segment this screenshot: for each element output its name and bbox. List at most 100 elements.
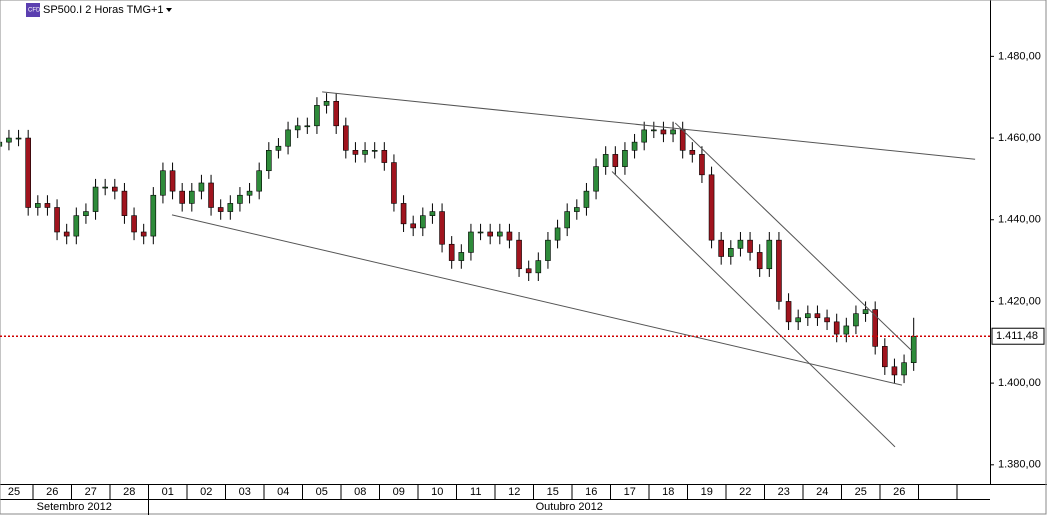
candle-body — [631, 141, 638, 151]
candle-body — [391, 162, 397, 204]
candle-body — [728, 248, 734, 257]
candle-body — [477, 231, 484, 234]
x-tick-label: 28 — [123, 486, 135, 498]
candle-body — [670, 129, 676, 135]
candle-body — [574, 207, 580, 212]
candle-body — [593, 166, 599, 192]
candle-body — [497, 231, 503, 237]
x-tick-label: 26 — [46, 486, 58, 498]
candle-body — [160, 170, 166, 196]
candle-body — [121, 190, 128, 216]
x-tick-label: 09 — [393, 486, 405, 498]
candle-body — [44, 203, 51, 208]
candle-body — [535, 260, 542, 274]
candle-body — [785, 301, 792, 323]
x-tick-label: 05 — [316, 486, 328, 498]
trendline — [322, 91, 976, 160]
candle-body — [381, 150, 388, 163]
candle-body — [554, 227, 561, 241]
candle-body — [525, 268, 532, 274]
candle-body — [150, 194, 157, 237]
y-tick-label: 1.420,00 — [998, 295, 1041, 307]
candle-body — [756, 252, 763, 270]
candle-body — [468, 231, 474, 253]
candle-body — [333, 100, 339, 127]
x-tick-label: 27 — [85, 486, 97, 498]
candle-body — [63, 231, 70, 237]
trendline — [674, 122, 913, 352]
x-tick-label: 02 — [200, 486, 212, 498]
candle-body — [217, 207, 224, 212]
x-tick-label: 01 — [162, 486, 174, 498]
x-tick-label: 25 — [8, 486, 20, 498]
x-tick-label: 23 — [778, 486, 790, 498]
icon-glyph: CFD — [28, 8, 41, 14]
candle-body — [410, 223, 416, 229]
candle-body — [266, 150, 272, 172]
candle-body — [198, 182, 205, 192]
candle-body — [169, 170, 176, 192]
candle-body — [843, 325, 850, 335]
candle-body — [15, 137, 22, 140]
candle-body — [304, 125, 311, 128]
candle-body — [352, 150, 359, 155]
candle-body — [102, 186, 108, 189]
candle-body — [458, 252, 465, 261]
y-tick-label: 1.400,00 — [998, 377, 1041, 389]
candle-body — [448, 243, 455, 261]
candle-body — [362, 150, 368, 155]
candle-body — [872, 309, 878, 347]
candle-body — [256, 170, 262, 192]
candle-body — [901, 362, 907, 376]
x-tick-label: 08 — [354, 486, 366, 498]
candle-body — [6, 137, 12, 143]
candle-body — [25, 137, 31, 208]
y-tick-label: 1.480,00 — [998, 50, 1041, 62]
candle-body — [400, 203, 407, 225]
last-price-box — [991, 327, 1045, 345]
candle-body — [112, 186, 118, 192]
candle-body — [487, 231, 493, 237]
candle-body — [766, 239, 773, 270]
month-label: Outubro 2012 — [536, 501, 603, 513]
y-tick-label: 1.460,00 — [998, 132, 1041, 144]
x-tick-label: 11 — [470, 486, 481, 498]
last-price-label: 1.411,48 — [996, 330, 1038, 342]
x-tick-label: 19 — [701, 486, 713, 498]
candle-body — [429, 211, 436, 216]
candle-body — [651, 129, 657, 132]
candle-body — [420, 215, 426, 229]
x-tick-label: 03 — [239, 486, 251, 498]
candle-body — [853, 313, 859, 327]
chart-title: SP500.I 2 Horas TMG+1 — [43, 4, 164, 16]
candle-body — [179, 190, 185, 204]
candle-body — [708, 174, 715, 241]
candle-body — [824, 317, 830, 323]
dropdown-arrow[interactable] — [166, 8, 172, 12]
month-label: Setembro 2012 — [37, 501, 112, 513]
candle-body — [516, 239, 522, 270]
candle-body — [439, 211, 445, 245]
candle-body — [776, 239, 782, 302]
x-tick-label: 16 — [585, 486, 597, 498]
x-tick-label: 26 — [893, 486, 905, 498]
x-tick-label: 17 — [624, 486, 636, 498]
candle-body — [564, 211, 570, 229]
x-tick-label: 04 — [277, 486, 289, 498]
candle-body — [814, 313, 821, 319]
candle-body — [805, 313, 811, 319]
candle-body — [54, 207, 60, 233]
candle-body — [833, 321, 840, 335]
candle-body — [891, 366, 898, 376]
y-tick-label: 1.440,00 — [998, 214, 1041, 226]
candle-body — [737, 239, 744, 249]
candle-body — [718, 239, 724, 257]
x-tick-label: 25 — [855, 486, 867, 498]
candle-body — [795, 317, 801, 323]
candle-body — [73, 215, 80, 237]
candle-body — [285, 129, 291, 147]
candle-body — [343, 125, 349, 151]
